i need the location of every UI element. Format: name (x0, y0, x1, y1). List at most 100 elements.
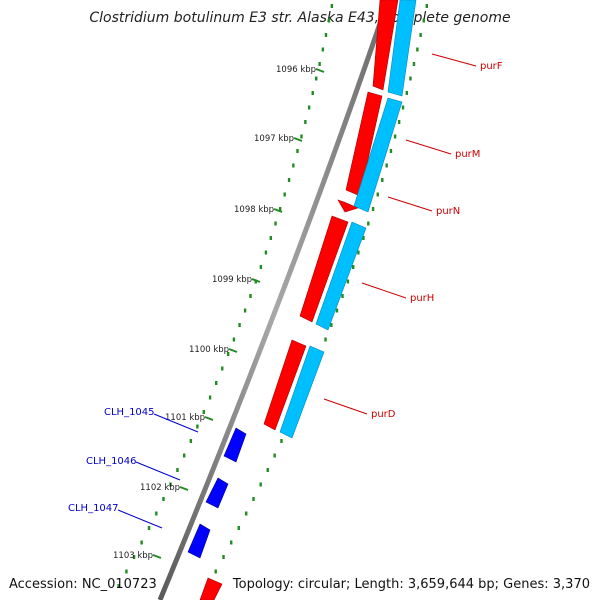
forward-gene-arrow (372, 0, 399, 91)
tick-dot (222, 555, 225, 559)
tick-dot (425, 4, 428, 8)
tick-dot (147, 526, 151, 530)
reverse-strand-genes (279, 0, 417, 439)
tick-dot (412, 62, 416, 66)
tick-dot (237, 526, 240, 530)
tick-dot (221, 366, 224, 371)
reverse-gene-arrow (279, 345, 325, 439)
tick-dot (321, 47, 325, 52)
tick-dot (155, 511, 158, 516)
gene-label: purM (455, 149, 480, 160)
tick-dot (259, 265, 263, 269)
tick-dot (183, 453, 186, 458)
tick-dot (214, 569, 217, 574)
gene-label: CLH_1047 (68, 503, 119, 514)
tick-dot (371, 207, 375, 211)
leader-line (135, 461, 181, 481)
tick-dot (232, 337, 236, 342)
tick-dot (226, 352, 230, 356)
leader-line (405, 139, 452, 155)
tick-mark (315, 68, 325, 73)
leader-line (361, 282, 407, 299)
tick-dot (346, 279, 350, 284)
tick-dot (324, 33, 328, 37)
reverse-gene-arrow (353, 97, 403, 213)
tick-labels: 1096 kbp 1097 kbp 1098 kbp 1099 kbp 1100 kbp… (113, 65, 325, 561)
tick-label: 1100 kbp (189, 345, 229, 355)
tick-dot (341, 294, 344, 298)
tick-dot (397, 120, 401, 124)
leader-line (153, 413, 199, 433)
tick-dot (208, 395, 212, 400)
tick-dot (254, 279, 257, 284)
tick-dot (362, 236, 365, 240)
tick-dot (292, 163, 295, 168)
gene-label: CLH_1045 (104, 407, 155, 418)
tick-label: 1097 kbp (254, 134, 294, 144)
tick-dot (389, 149, 393, 153)
leader-line (387, 196, 433, 212)
tick-mark (179, 486, 189, 491)
tick-dot (249, 294, 252, 298)
tick-dot (273, 453, 276, 458)
tick-dot (385, 163, 388, 168)
tick-mark (204, 416, 214, 421)
topology-label: Topology: circular; Length: 3,659,644 bp… (232, 577, 590, 592)
outer-tick-ring (117, 4, 334, 588)
tick-dot (117, 584, 120, 588)
leader-line (431, 53, 477, 67)
tick-dot (264, 250, 268, 255)
tick-dot (330, 4, 334, 8)
gene-label: CLH_1046 (86, 456, 137, 467)
tick-dot (324, 337, 327, 342)
left-gene-arrow (205, 477, 229, 509)
tick-dot (304, 120, 307, 124)
tick-dot (269, 236, 272, 240)
tick-dot (280, 439, 283, 443)
backbone-arc (157, 0, 391, 600)
tick-dot (419, 33, 422, 37)
tick-mark (273, 208, 283, 213)
tick-dot (244, 511, 248, 516)
tick-dot (318, 62, 321, 66)
tick-dot (202, 410, 205, 414)
tick-dot (278, 207, 282, 211)
reverse-gene-arrow (387, 0, 417, 97)
tick-dot (422, 18, 425, 23)
tick-dot (259, 482, 262, 487)
tick-dot (352, 265, 355, 269)
tick-dot (296, 149, 299, 153)
tick-dot (252, 497, 255, 501)
gene-label: purN (436, 206, 460, 217)
tick-dot (176, 468, 179, 472)
tick-dot (243, 308, 247, 313)
tick-dot (189, 439, 193, 443)
tick-label: 1098 kbp (234, 205, 274, 215)
left-gene-labels: CLH_1045 CLH_1046 CLH_1047 (68, 407, 199, 529)
tick-dot (307, 105, 311, 110)
right-gene-labels: purF purM purN purH purD (323, 53, 503, 420)
forward-strand-genes (199, 0, 399, 600)
gene-label: purD (371, 409, 396, 420)
tick-label: 1102 kbp (140, 483, 180, 493)
tick-mark (293, 137, 303, 142)
forward-gene-arrow (299, 215, 349, 323)
tick-dot (274, 221, 277, 226)
tick-dot (409, 76, 412, 81)
tick-dot (393, 134, 397, 139)
tick-dot (315, 76, 318, 81)
tick-label: 1099 kbp (212, 275, 252, 285)
tick-dot (357, 250, 360, 255)
gene-label: purF (480, 61, 503, 72)
tick-label: 1096 kbp (276, 65, 316, 75)
tick-mark (251, 278, 261, 283)
tick-dot (140, 540, 143, 545)
tick-dot (327, 18, 331, 23)
leader-line (117, 509, 163, 529)
forward-gene-arrow (199, 577, 223, 600)
leader-line (323, 398, 368, 415)
tick-dot (300, 134, 303, 139)
reverse-gene-arrow (315, 221, 367, 331)
tick-dot (169, 482, 172, 487)
